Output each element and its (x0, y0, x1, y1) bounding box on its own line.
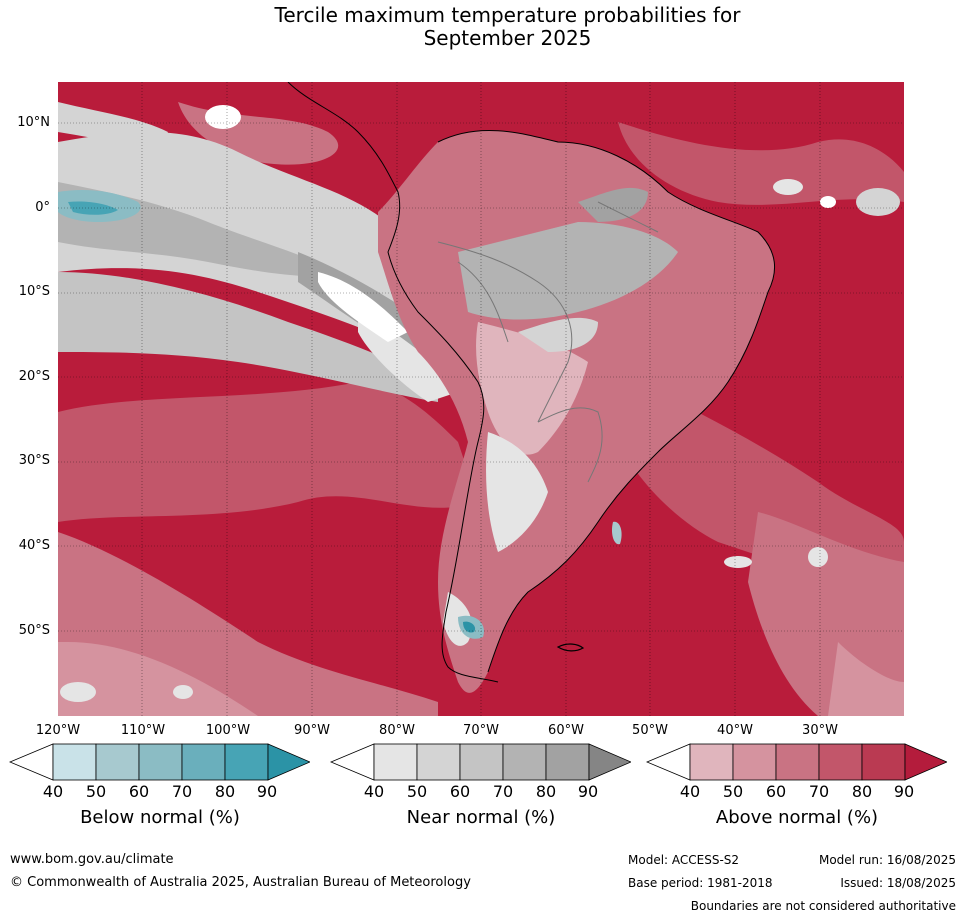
below-normal-regions (58, 190, 622, 639)
below-tick-70: 70 (171, 782, 193, 801)
lat-label-30s: 30°S (18, 453, 50, 468)
above-extend-high (904, 743, 947, 781)
falkland-islands (556, 643, 585, 652)
above-normal-title: Above normal (%) (715, 807, 879, 828)
south-america-land (378, 130, 775, 693)
above-tick-40: 40 (679, 782, 701, 801)
lat-label-10s: 10°S (18, 284, 50, 299)
copyright-text: © Commonwealth of Australia 2025, Austra… (10, 875, 471, 890)
model-run-date: Model run: 16/08/2025 (818, 853, 956, 867)
above-normal-light-regions (58, 102, 904, 716)
lon-label-80w: 80°W (379, 723, 415, 738)
map-canvas (58, 82, 904, 716)
near-segment-3 (459, 743, 504, 781)
above-tick-60: 60 (765, 782, 787, 801)
above-normal-colorbar (646, 743, 947, 781)
below-segment-2 (95, 743, 140, 781)
lon-label-120w: 120°W (35, 723, 81, 738)
chart-title: Tercile maximum temperature probabilitie… (0, 4, 965, 50)
above-tick-80: 80 (851, 782, 873, 801)
lon-label-110w: 110°W (120, 723, 166, 738)
lat-label-20s: 20°S (18, 369, 50, 384)
below-extend-high (267, 743, 310, 781)
country-borders (437, 201, 659, 483)
chart-title-line2: September 2025 (423, 26, 592, 50)
below-tick-50: 50 (85, 782, 107, 801)
near-tick-80: 80 (535, 782, 557, 801)
lon-label-70w: 70°W (463, 723, 499, 738)
model-name: Model: ACCESS-S2 (628, 853, 740, 867)
near-tick-40: 40 (363, 782, 385, 801)
above-segment-4 (818, 743, 863, 781)
probability-map (58, 82, 904, 716)
above-tick-50: 50 (722, 782, 744, 801)
above-tick-90: 90 (893, 782, 915, 801)
near-normal-title: Near normal (%) (406, 807, 556, 828)
above-segment-3 (775, 743, 820, 781)
below-extend-low (9, 743, 54, 781)
lat-label-10n: 10°N (17, 115, 50, 130)
below-segment-5 (224, 743, 269, 781)
below-tick-60: 60 (128, 782, 150, 801)
near-segment-1 (373, 743, 418, 781)
below-segment-3 (138, 743, 183, 781)
lon-label-60w: 60°W (548, 723, 584, 738)
near-segment-4 (502, 743, 547, 781)
near-normal-colorbar (330, 743, 631, 781)
lat-label-0: 0° (35, 200, 50, 215)
lat-label-40s: 40°S (18, 538, 50, 553)
lon-label-40w: 40°W (717, 723, 753, 738)
above-extend-low (646, 743, 691, 781)
above-segment-5 (861, 743, 906, 781)
boundaries-disclaimer: Boundaries are not considered authoritat… (690, 899, 956, 913)
lon-label-90w: 90°W (294, 723, 330, 738)
chart-title-line1: Tercile maximum temperature probabilitie… (274, 3, 741, 27)
below-segment-4 (181, 743, 226, 781)
near-extend-low (330, 743, 375, 781)
below-tick-40: 40 (42, 782, 64, 801)
near-segment-2 (416, 743, 461, 781)
near-segment-5 (545, 743, 590, 781)
lon-label-50w: 50°W (632, 723, 668, 738)
below-segment-1 (52, 743, 97, 781)
below-normal-title: Below normal (%) (80, 807, 240, 828)
below-tick-80: 80 (214, 782, 236, 801)
issued-date: Issued: 18/08/2025 (840, 876, 956, 890)
below-tick-90: 90 (256, 782, 278, 801)
below-normal-colorbar (9, 743, 310, 781)
near-tick-50: 50 (406, 782, 428, 801)
lon-label-30w: 30°W (802, 723, 838, 738)
lon-label-100w: 100°W (205, 723, 251, 738)
near-tick-90: 90 (577, 782, 599, 801)
above-segment-1 (689, 743, 734, 781)
near-tick-70: 70 (492, 782, 514, 801)
website-link[interactable]: www.bom.gov.au/climate (10, 852, 174, 867)
above-tick-70: 70 (808, 782, 830, 801)
base-period: Base period: 1981-2018 (628, 876, 773, 890)
lat-label-50s: 50°S (18, 623, 50, 638)
map-gridlines (58, 82, 904, 716)
coastlines (287, 82, 776, 683)
near-extend-high (588, 743, 631, 781)
near-tick-60: 60 (449, 782, 471, 801)
above-segment-2 (732, 743, 777, 781)
